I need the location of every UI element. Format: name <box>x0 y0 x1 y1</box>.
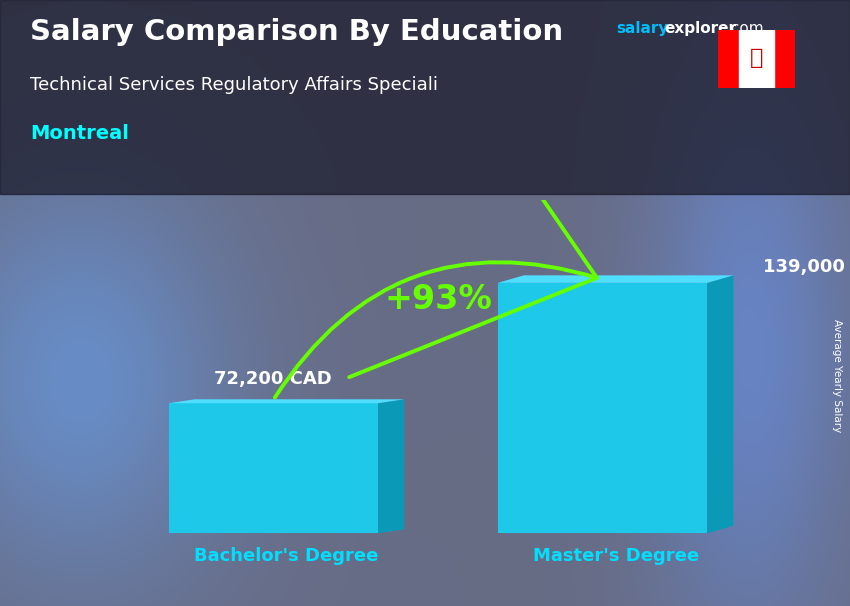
Text: Bachelor's Degree: Bachelor's Degree <box>195 547 378 565</box>
Polygon shape <box>168 399 405 403</box>
Text: 139,000 CAD: 139,000 CAD <box>763 258 850 276</box>
Text: Technical Services Regulatory Affairs Speciali: Technical Services Regulatory Affairs Sp… <box>30 76 438 94</box>
Text: Montreal: Montreal <box>30 124 128 143</box>
Polygon shape <box>498 275 734 283</box>
Text: 72,200 CAD: 72,200 CAD <box>214 370 332 388</box>
Polygon shape <box>707 275 734 533</box>
Text: explorer: explorer <box>665 21 737 36</box>
Text: Average Yearly Salary: Average Yearly Salary <box>832 319 842 432</box>
Text: 🍁: 🍁 <box>750 48 763 68</box>
Text: Master's Degree: Master's Degree <box>532 547 699 565</box>
Bar <box>168 403 378 533</box>
Text: salary: salary <box>616 21 669 36</box>
FancyArrowPatch shape <box>275 58 597 398</box>
Bar <box>718 30 739 88</box>
Bar <box>739 30 774 88</box>
Text: .com: .com <box>727 21 764 36</box>
Text: Salary Comparison By Education: Salary Comparison By Education <box>30 18 563 46</box>
Polygon shape <box>378 399 405 533</box>
Text: +93%: +93% <box>384 283 492 316</box>
Bar <box>498 283 707 533</box>
Bar <box>774 30 795 88</box>
